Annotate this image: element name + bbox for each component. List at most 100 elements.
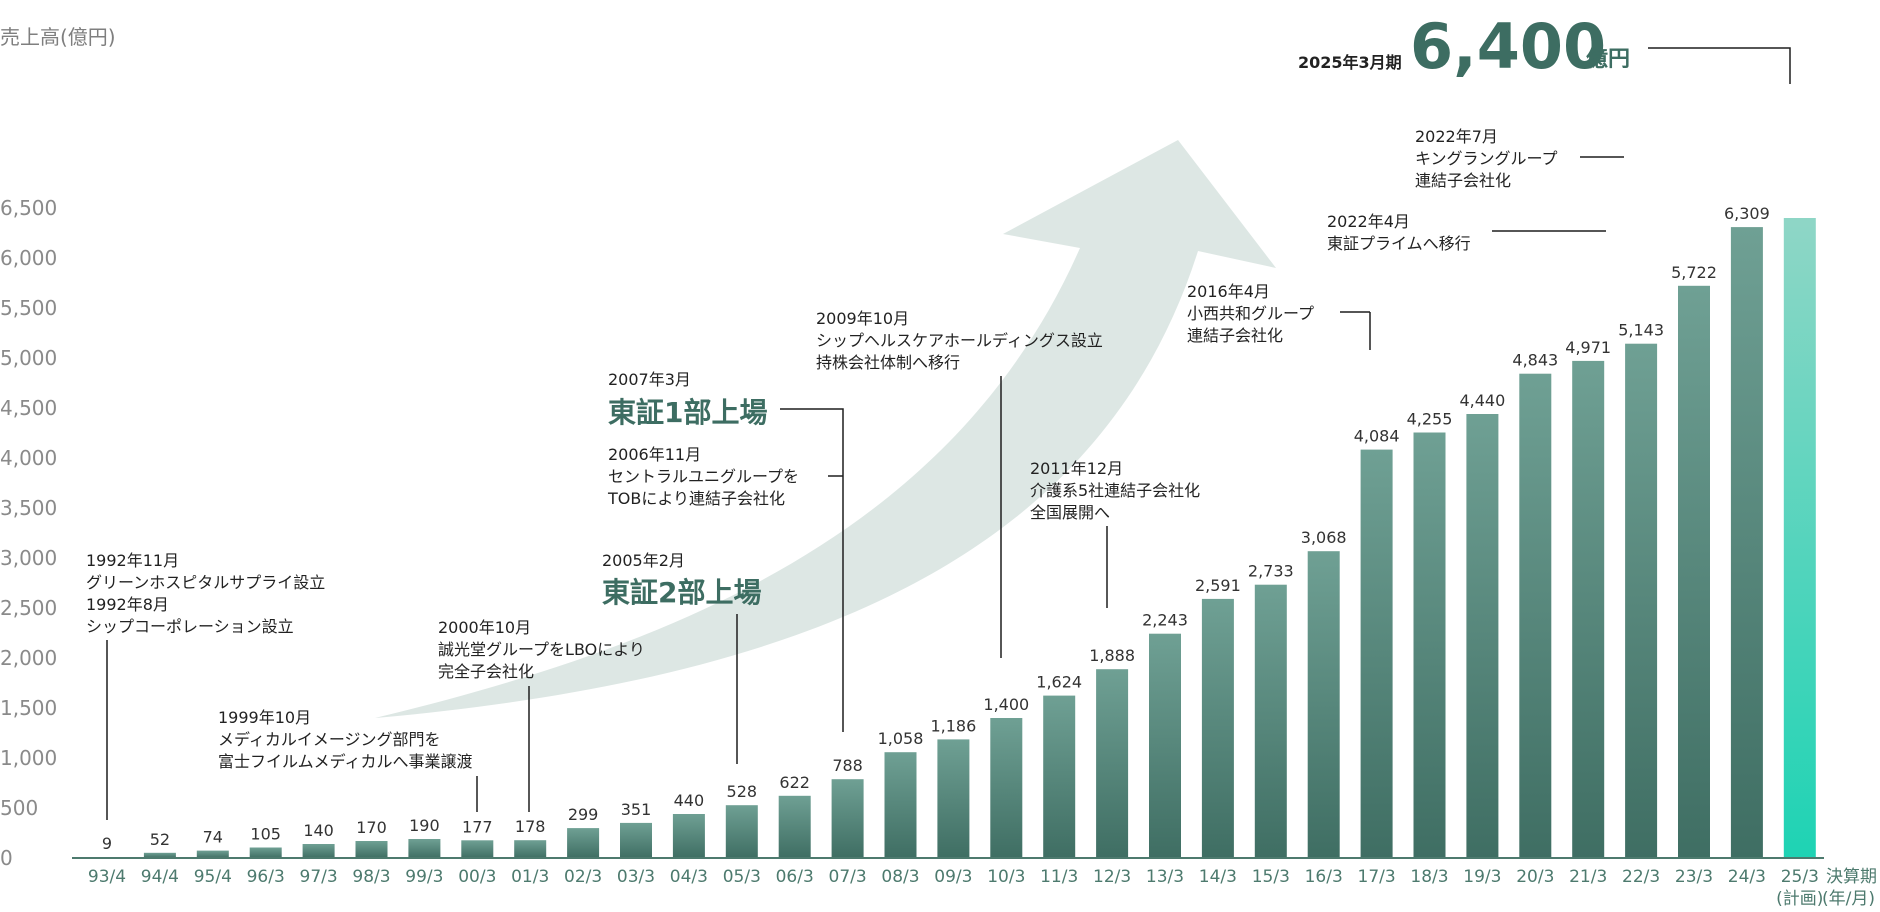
annotation-line: 完全子会社化	[438, 662, 534, 681]
value-label: 178	[515, 817, 546, 836]
value-label: 528	[727, 782, 758, 801]
annotation-2005: 2005年2月 東証2部上場	[602, 551, 761, 764]
annotation-2007: 2007年3月 東証1部上場	[608, 370, 844, 732]
x-axis-ticks: 93/4 94/4 95/4 96/3 97/3 98/3 99/3 00/3 01/3 02/3…	[88, 867, 1824, 909]
y-tick-label: 2,000	[0, 646, 57, 670]
annotation-line: シップヘルスケアホールディングス設立	[816, 331, 1103, 350]
value-label: 140	[303, 821, 334, 840]
y-tick-label: 5,500	[0, 296, 57, 320]
x-tick-sublabel: (計画)	[1776, 889, 1823, 909]
annotation-line: 2016年4月	[1187, 282, 1270, 301]
bar	[937, 739, 970, 858]
annotation-line: 連結子会社化	[1415, 171, 1511, 190]
annotation-line: セントラルユニグループを	[608, 467, 799, 486]
x-tick-label: 96/3	[247, 867, 285, 887]
x-tick-label: 25/3	[1781, 867, 1819, 887]
target-unit: 億円	[1586, 46, 1630, 72]
target-leader	[1648, 47, 1791, 84]
value-label: 4,084	[1354, 427, 1400, 446]
annotation-line: シップコーポレーション設立	[86, 617, 294, 636]
value-label: 4,843	[1512, 351, 1558, 370]
y-tick-label: 6,500	[0, 196, 57, 220]
y-tick-label: 4,000	[0, 446, 57, 470]
x-tick-label: 01/3	[511, 867, 549, 887]
bar	[567, 828, 600, 858]
bar	[1201, 598, 1234, 858]
annotation-line: 持株会社体制へ移行	[816, 353, 960, 372]
value-label: 2,243	[1142, 611, 1188, 630]
bar	[1466, 414, 1499, 858]
annotation-line: 東証プライムへ移行	[1327, 234, 1471, 253]
annotation-2000: 2000年10月 誠光堂グループをLBOにより 完全子会社化	[438, 618, 645, 812]
y-tick-label: 6,000	[0, 246, 57, 270]
value-label: 2,733	[1248, 562, 1294, 581]
x-tick-label: 21/3	[1569, 867, 1607, 887]
x-tick-label: 03/3	[617, 867, 655, 887]
bar	[1254, 584, 1287, 858]
value-label: 5,722	[1671, 263, 1717, 282]
bar	[1519, 373, 1552, 858]
bar	[514, 840, 547, 858]
value-label: 190	[409, 816, 440, 835]
annotation-line: メディカルイメージング部門を	[218, 730, 441, 749]
y-tick-label: 3,500	[0, 496, 57, 520]
value-label: 4,440	[1459, 391, 1505, 410]
target-callout: 2025年3月期 6,400 億円	[1298, 10, 1791, 84]
bar	[355, 841, 388, 858]
x-tick-label: 22/3	[1622, 867, 1660, 887]
bar	[831, 779, 864, 858]
annotation-2006: 2006年11月 セントラルユニグループを TOBにより連結子会社化	[607, 445, 843, 508]
annotation-2009: 2009年10月 シップヘルスケアホールディングス設立 持株会社体制へ移行	[816, 309, 1103, 658]
y-tick-label: 4,500	[0, 396, 57, 420]
target-period: 2025年3月期	[1298, 53, 1402, 72]
x-tick-label: 07/3	[829, 867, 867, 887]
growth-arrow	[375, 140, 1276, 718]
x-tick-label: 05/3	[723, 867, 761, 887]
annotation-line: 小西共和グループ	[1187, 304, 1314, 323]
x-tick-label: 95/4	[194, 867, 232, 887]
value-label: 622	[779, 773, 810, 792]
bar	[1413, 432, 1446, 858]
bar	[1572, 360, 1605, 858]
annotation-line: 2009年10月	[816, 309, 909, 328]
bar	[249, 847, 282, 858]
annotation-2022-07: 2022年7月 キングラングループ 連結子会社化	[1415, 127, 1624, 190]
bar	[461, 840, 494, 858]
bar	[990, 718, 1023, 858]
annotation-headline: 東証1部上場	[608, 396, 767, 429]
x-axis-label-line2: (年/月)	[1822, 889, 1875, 909]
annotation-2022-04: 2022年4月 東証プライムへ移行	[1327, 212, 1606, 253]
annotation-line: 2006年11月	[608, 445, 701, 464]
annotation-leader	[780, 408, 844, 732]
annotation-2016: 2016年4月 小西共和グループ 連結子会社化	[1187, 282, 1371, 350]
y-axis-label: 売上高(億円)	[0, 25, 116, 49]
x-tick-label: 24/3	[1728, 867, 1766, 887]
bar	[1043, 695, 1076, 858]
x-tick-label: 16/3	[1305, 867, 1343, 887]
bar	[408, 839, 441, 858]
value-label: 299	[568, 805, 599, 824]
annotation-line: グリーンホスピタルサプライ設立	[86, 573, 325, 592]
value-label: 177	[462, 817, 493, 836]
bar	[196, 850, 229, 858]
x-tick-label: 11/3	[1040, 867, 1078, 887]
y-tick-label: 5,000	[0, 346, 57, 370]
value-label: 1,624	[1036, 673, 1082, 692]
x-tick-label: 13/3	[1146, 867, 1184, 887]
x-tick-label: 18/3	[1410, 867, 1448, 887]
bar	[725, 805, 758, 858]
bars	[91, 218, 1816, 859]
x-tick-label: 19/3	[1463, 867, 1501, 887]
annotation-line: 介護系5社連結子会社化	[1030, 481, 1200, 500]
x-tick-label: 94/4	[141, 867, 179, 887]
annotation-line: 全国展開へ	[1030, 503, 1110, 522]
annotation-line: 2000年10月	[438, 618, 531, 637]
value-label: 4,971	[1565, 338, 1611, 357]
bar	[1360, 449, 1393, 858]
bar	[1678, 285, 1710, 858]
value-label: 1,888	[1089, 646, 1135, 665]
x-tick-label: 15/3	[1252, 867, 1290, 887]
annotation-line: キングラングループ	[1415, 149, 1558, 168]
annotation-line: 連結子会社化	[1187, 326, 1283, 345]
